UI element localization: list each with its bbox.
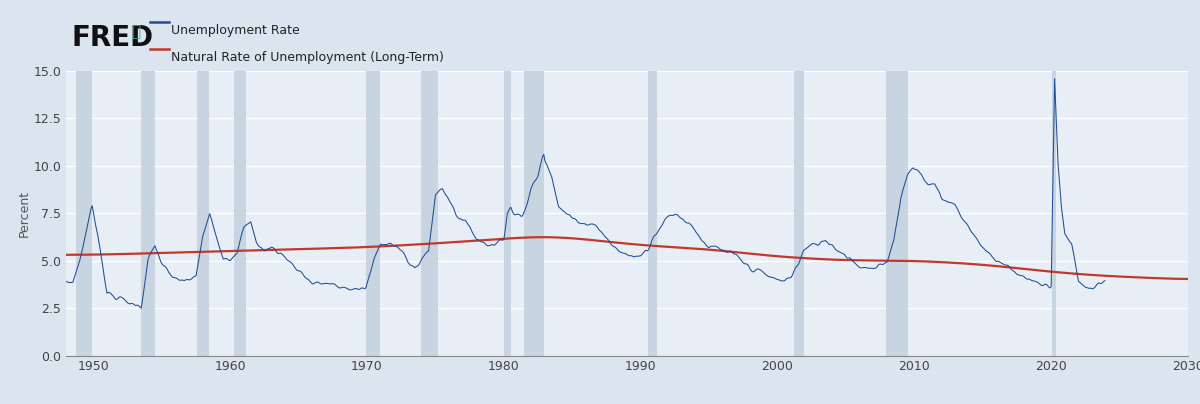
Bar [197, 71, 209, 356]
Bar [77, 71, 92, 356]
Text: Natural Rate of Unemployment (Long-Term): Natural Rate of Unemployment (Long-Term) [172, 50, 444, 63]
Bar [504, 71, 511, 356]
Text: Unemployment Rate: Unemployment Rate [172, 24, 300, 37]
Y-axis label: Percent: Percent [18, 189, 30, 237]
Bar [524, 71, 544, 356]
Bar [421, 71, 438, 356]
Bar [142, 71, 155, 356]
Bar [234, 71, 246, 356]
Text: FRED: FRED [72, 24, 154, 52]
Text: ⫅: ⫅ [131, 24, 140, 39]
Bar [1052, 71, 1056, 356]
Bar [793, 71, 804, 356]
Bar [366, 71, 379, 356]
Bar [648, 71, 656, 356]
Bar [886, 71, 907, 356]
